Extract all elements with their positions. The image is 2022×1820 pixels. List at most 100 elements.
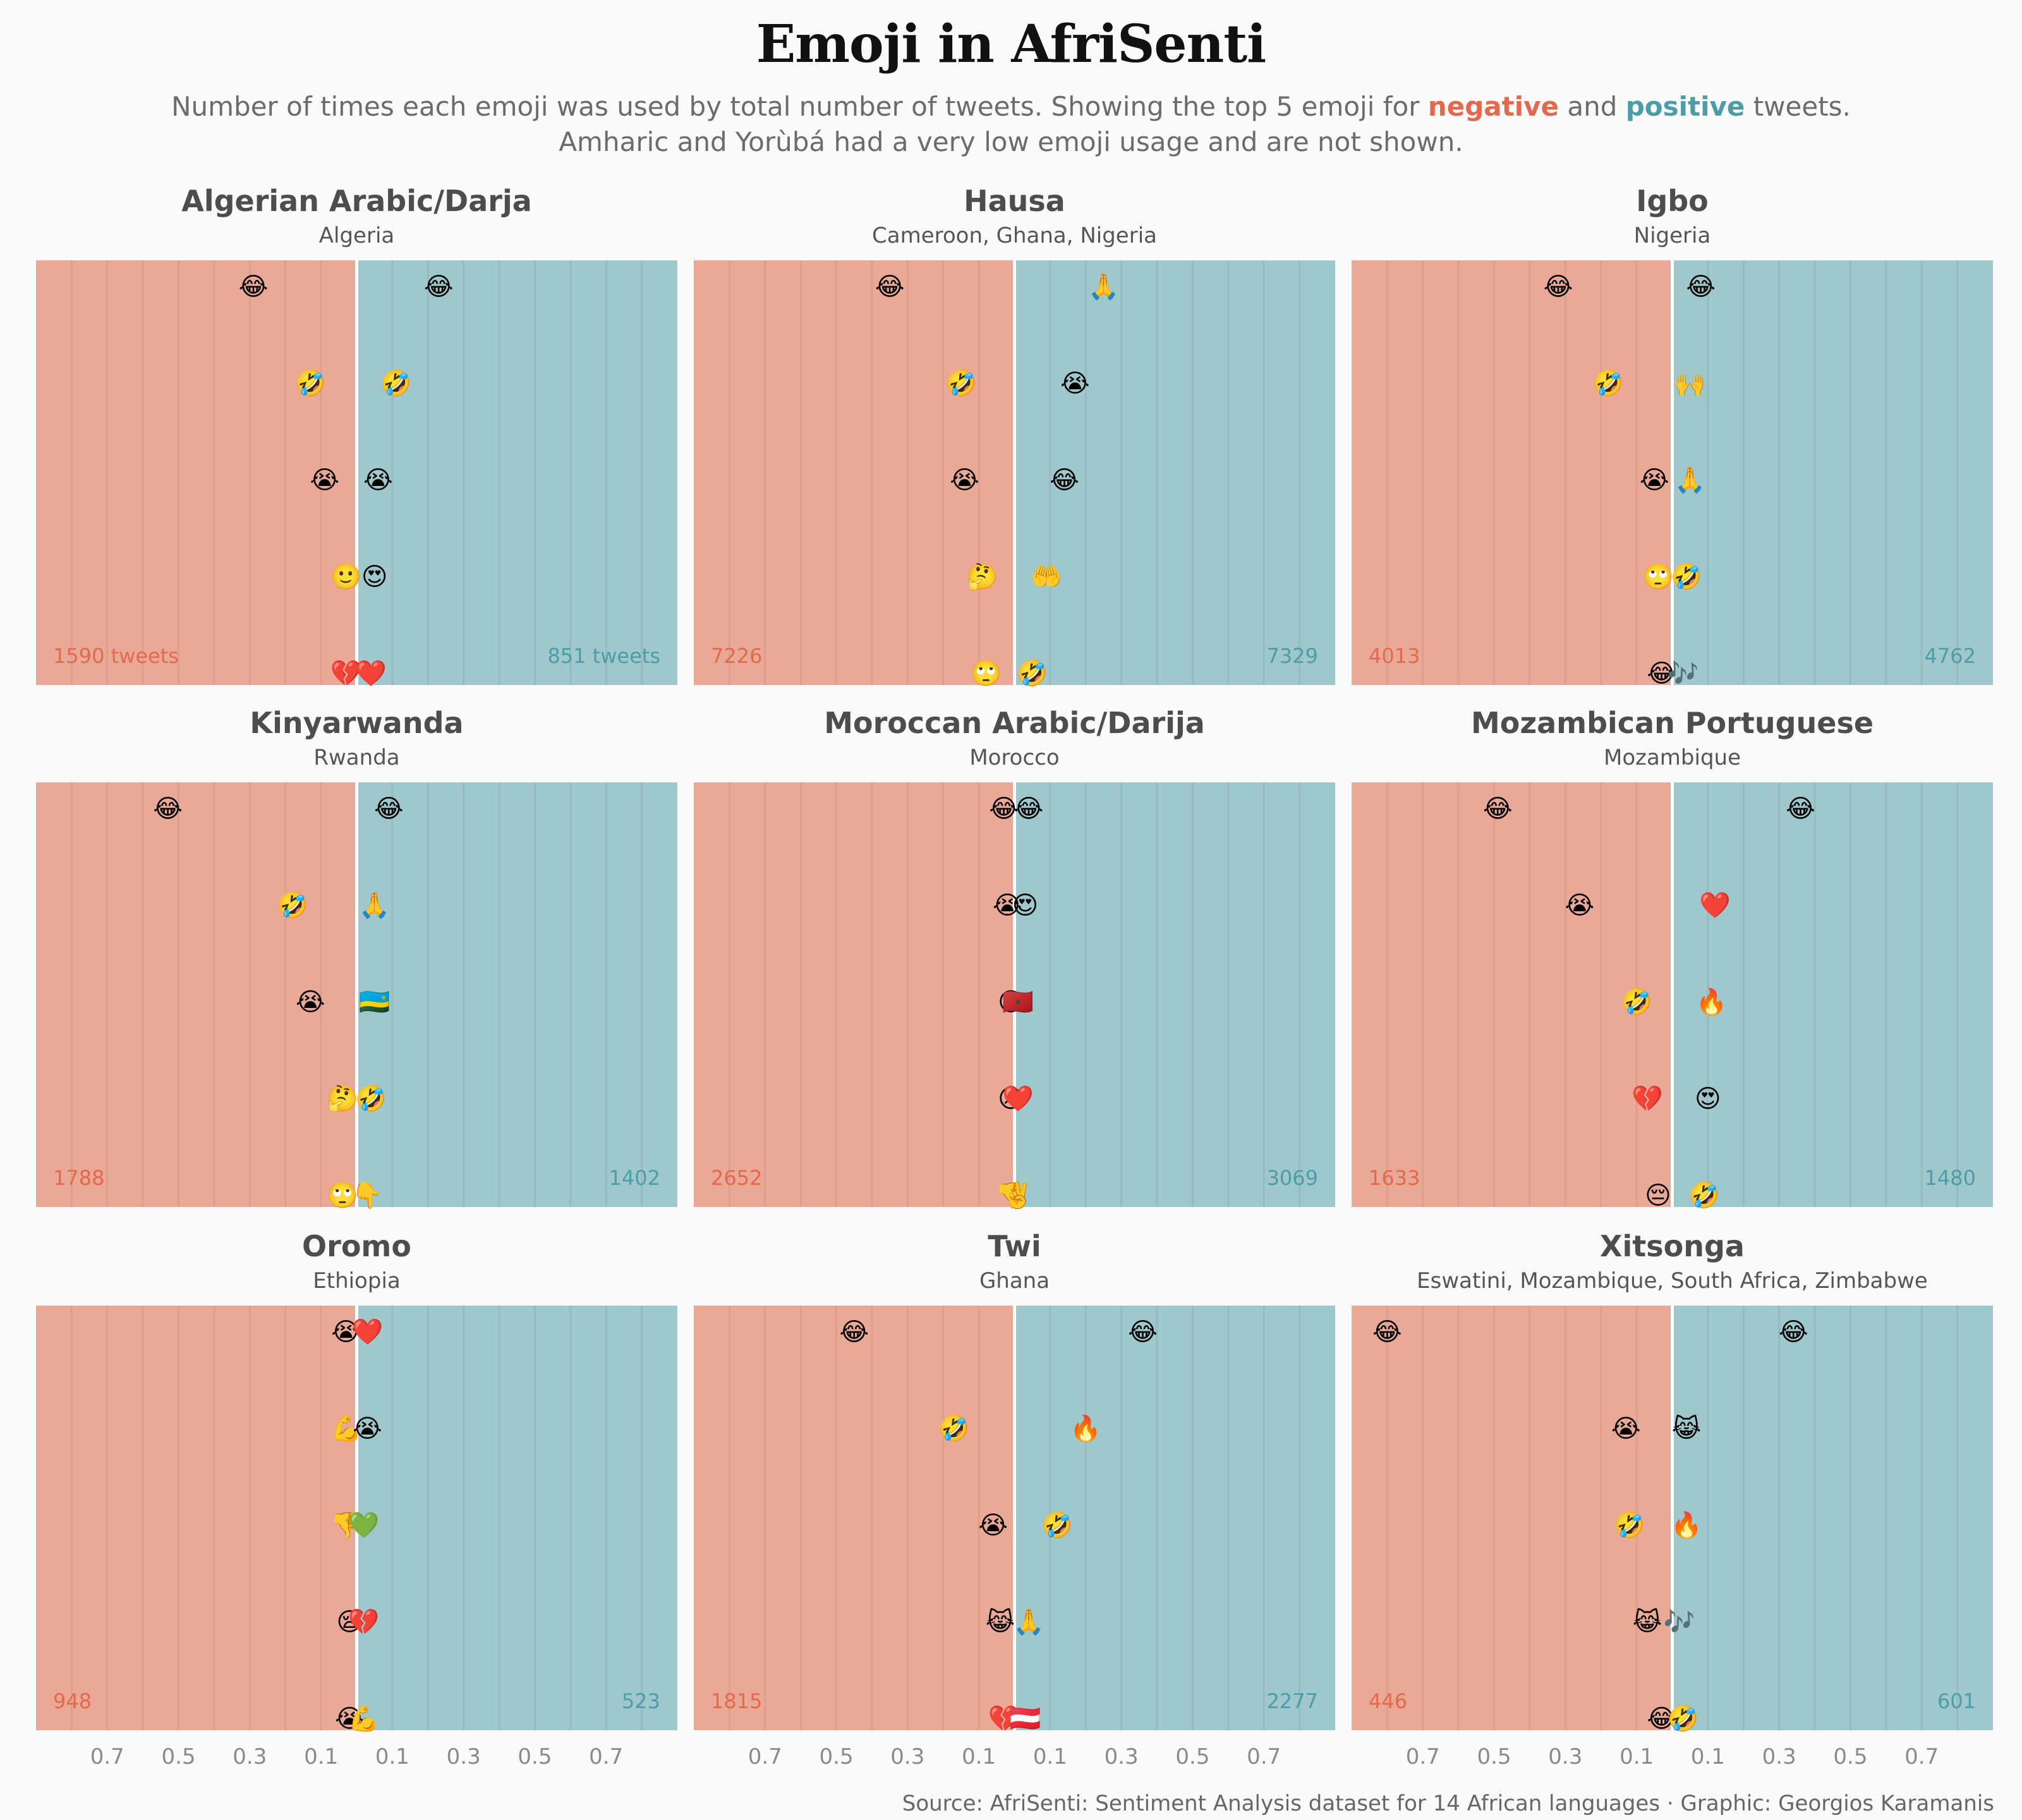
negative-bg-igbo (1352, 260, 1673, 685)
positive-emoji-xitsonga: 😂 (1779, 1318, 1808, 1347)
negative-bg-hausa (694, 260, 1015, 685)
x-tick-label: 0.3 (1105, 1744, 1139, 1769)
positive-bg-moroccan-arabic-darija (1014, 782, 1335, 1207)
positive-emoji-hausa: 🤲 (1031, 562, 1062, 592)
panel-title-xitsonga: Xitsonga (1600, 1229, 1745, 1263)
negative-emoji-igbo: 😭 (1640, 466, 1669, 495)
x-tick-label: 0.3 (447, 1744, 481, 1769)
positive-emoji-hausa: 😂 (1050, 466, 1079, 495)
positive-emoji-algerian-arabic-darja: 😭 (363, 466, 393, 495)
positive-emoji-oromo: ❤️ (352, 1318, 384, 1347)
panel-title-oromo: Oromo (302, 1229, 411, 1263)
negative-emoji-igbo: 🤣 (1591, 368, 1624, 399)
negative-emoji-hausa: 🤔 (967, 562, 998, 592)
negative-emoji-xitsonga: 😂 (1647, 1704, 1676, 1733)
negative-tweet-count-twi: 1815 (711, 1689, 762, 1713)
panel-countries-xitsonga: Eswatini, Mozambique, South Africa, Zimb… (1417, 1268, 1928, 1294)
negative-tweet-count-mozambican-portuguese: 1633 (1369, 1166, 1420, 1190)
positive-emoji-igbo: 🤣 (1669, 562, 1702, 593)
positive-emoji-oromo: 😭 (353, 1414, 382, 1443)
x-tick-label: 0.1 (1691, 1744, 1725, 1769)
positive-emoji-mozambican-portuguese: 🔥 (1696, 987, 1728, 1017)
x-tick-label: 0.3 (1762, 1744, 1796, 1769)
negative-emoji-twi: 🤣 (937, 1414, 970, 1445)
x-tick-label: 0.5 (1833, 1744, 1867, 1769)
positive-emoji-mozambican-portuguese: 😂 (1786, 794, 1815, 823)
positive-emoji-xitsonga: 🎶 (1664, 1608, 1695, 1637)
negative-emoji-igbo: 😂 (1647, 659, 1676, 688)
positive-emoji-oromo: 💪 (348, 1704, 380, 1733)
negative-tweet-count-oromo: 948 (53, 1689, 92, 1713)
negative-emoji-kinyarwanda: 🤔 (327, 1084, 358, 1113)
negative-emoji-twi: 💔 (988, 1704, 1020, 1733)
panel-title-algerian-arabic-darja: Algerian Arabic/Darja (181, 184, 532, 218)
positive-emoji-kinyarwanda: 🇷🇼 (359, 988, 390, 1017)
negative-emoji-moroccan-arabic-darija: 👎 (995, 1181, 1027, 1210)
positive-emoji-oromo: 💚 (348, 1511, 380, 1540)
positive-emoji-algerian-arabic-darja: 🤣 (379, 368, 412, 399)
panel-title-twi: Twi (988, 1229, 1041, 1263)
positive-emoji-hausa: 😭 (1060, 369, 1090, 398)
x-tick-label: 0.1 (375, 1744, 409, 1769)
positive-bg-igbo (1672, 260, 1993, 685)
positive-tweet-count-algerian-arabic-darja: 851 tweets (547, 644, 660, 668)
positive-emoji-twi: 🙏 (1013, 1608, 1044, 1637)
subtitle-positive-keyword: positive (1625, 91, 1745, 122)
negative-emoji-oromo: 👎 (330, 1511, 362, 1540)
positive-emoji-algerian-arabic-darja: 😂 (424, 272, 454, 301)
positive-emoji-moroccan-arabic-darija: 😍 (1012, 891, 1039, 920)
negative-bg-kinyarwanda (36, 782, 357, 1207)
negative-emoji-algerian-arabic-darja: 🙂 (330, 562, 362, 592)
panel-countries-igbo: Nigeria (1634, 223, 1711, 248)
positive-bg-twi (1014, 1306, 1335, 1730)
negative-emoji-kinyarwanda: 😂 (153, 794, 183, 823)
negative-bg-oromo (36, 1306, 357, 1730)
positive-tweet-count-kinyarwanda: 1402 (609, 1166, 660, 1190)
positive-emoji-kinyarwanda: 🤣 (354, 1084, 387, 1115)
negative-bg-twi (694, 1306, 1015, 1730)
negative-emoji-algerian-arabic-darja: 😭 (310, 466, 339, 495)
panel-title-igbo: Igbo (1636, 184, 1709, 218)
positive-emoji-twi: 🇦🇹 (1010, 1704, 1041, 1733)
x-tick-label: 0.7 (90, 1744, 124, 1769)
negative-emoji-kinyarwanda: 🙄 (327, 1181, 358, 1210)
positive-emoji-algerian-arabic-darja: 😍 (361, 562, 388, 592)
subtitle-text-post: tweets. (1745, 91, 1851, 122)
negative-emoji-twi: 😹 (986, 1608, 1015, 1637)
negative-emoji-twi: 😂 (839, 1318, 869, 1347)
positive-emoji-hausa: 🙏 (1088, 272, 1120, 301)
positive-emoji-xitsonga: 🤣 (1666, 1704, 1699, 1735)
x-tick-label: 0.1 (1619, 1744, 1654, 1769)
negative-emoji-algerian-arabic-darja: 💔 (330, 659, 362, 688)
positive-emoji-twi: 🔥 (1070, 1414, 1101, 1443)
panel-countries-oromo: Ethiopia (313, 1268, 400, 1294)
x-tick-label: 0.3 (233, 1744, 267, 1769)
panel-countries-moroccan-arabic-darija: Morocco (969, 745, 1059, 770)
negative-emoji-igbo: 😂 (1544, 272, 1573, 301)
positive-emoji-xitsonga: 🔥 (1671, 1510, 1702, 1540)
panel-title-moroccan-arabic-darija: Moroccan Arabic/Darija (824, 706, 1205, 740)
negative-emoji-kinyarwanda: 🤣 (275, 890, 308, 921)
x-tick-label: 0.5 (162, 1744, 196, 1769)
negative-emoji-xitsonga: 😂 (1372, 1318, 1402, 1347)
negative-emoji-xitsonga: 🤣 (1613, 1510, 1645, 1541)
negative-emoji-mozambican-portuguese: 😔 (1645, 1181, 1671, 1210)
negative-emoji-oromo: 💪 (330, 1414, 362, 1443)
x-tick-label: 0.1 (962, 1744, 996, 1769)
positive-bg-oromo (356, 1306, 677, 1730)
positive-emoji-igbo: 🙏 (1674, 466, 1706, 495)
positive-tweet-count-twi: 2277 (1267, 1689, 1318, 1713)
positive-emoji-mozambican-portuguese: 😍 (1695, 1084, 1721, 1113)
positive-emoji-twi: 🤣 (1040, 1510, 1073, 1541)
x-tick-label: 0.5 (820, 1744, 854, 1769)
positive-bg-xitsonga (1672, 1306, 1993, 1730)
negative-emoji-mozambican-portuguese: 😭 (1565, 891, 1595, 920)
subtitle-text-and: and (1558, 91, 1626, 122)
negative-emoji-mozambican-portuguese: 🤣 (1619, 987, 1652, 1018)
positive-emoji-kinyarwanda: 😂 (374, 794, 404, 823)
negative-emoji-hausa: 🙄 (970, 659, 1002, 688)
panel-countries-mozambican-portuguese: Mozambique (1604, 745, 1741, 770)
negative-emoji-kinyarwanda: 😭 (296, 988, 325, 1017)
positive-tweet-count-moroccan-arabic-darija: 3069 (1267, 1166, 1318, 1190)
